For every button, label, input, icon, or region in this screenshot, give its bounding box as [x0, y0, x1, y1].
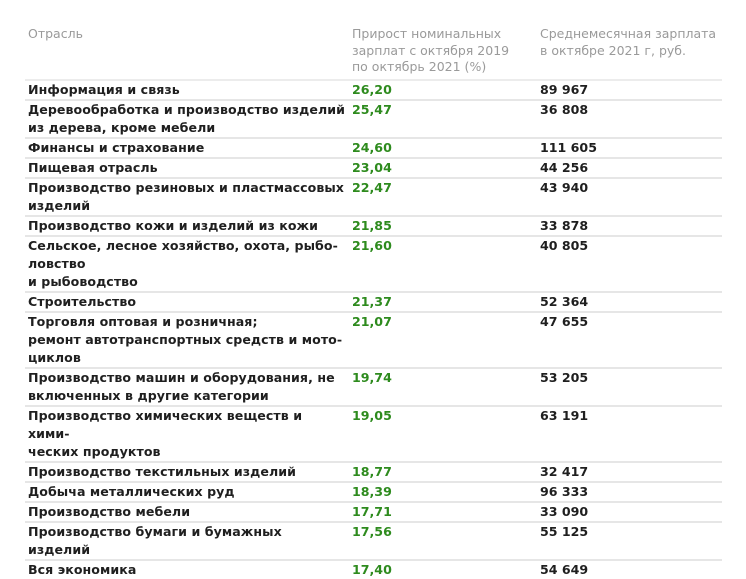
- cell-industry: Производство машин и оборудования, не вкл…: [25, 367, 347, 407]
- cell-growth-percent: 26,20: [347, 79, 535, 101]
- cell-growth-percent: 17,56: [347, 521, 535, 561]
- industry-text-line: Производство химических веществ и хими-: [28, 407, 303, 441]
- table-row: Добыча металлических руд 18,39 96 333: [25, 481, 722, 503]
- industry-text-line: ловство: [28, 255, 86, 271]
- industry-text-line: Сельское, лесное хозяйство, охота, рыбо-: [28, 237, 338, 253]
- cell-industry: Производство химических веществ и хими-ч…: [25, 405, 347, 463]
- cell-average-salary: 36 808: [535, 99, 722, 139]
- cell-industry: Вся экономика: [25, 560, 347, 579]
- cell-industry: Строительство: [25, 291, 347, 313]
- cell-growth-percent: 18,39: [347, 481, 535, 503]
- table-row: Финансы и страхование 24,60 111 605: [25, 137, 722, 159]
- cell-growth-percent: 23,04: [347, 157, 535, 179]
- cell-industry: Добыча металлических руд: [25, 481, 347, 503]
- industry-text-line: ческих продуктов: [28, 443, 161, 459]
- cell-industry: Производство текстильных изделий: [25, 461, 347, 483]
- cell-industry: Торговля оптовая и розничная; ремонт авто…: [25, 311, 347, 369]
- table-header: Отрасль Прирост номинальных зарплат с ок…: [25, 24, 722, 81]
- cell-growth-percent: 22,47: [347, 177, 535, 217]
- industry-text-line: Вся экономика: [28, 561, 137, 577]
- table-row: Производство кожи и изделий из кожи 21,85…: [25, 215, 722, 237]
- table-row: Деревообработка и производство изделий из…: [25, 99, 722, 139]
- industry-text-line: Пищевая отрасль: [28, 159, 158, 175]
- cell-industry: Финансы и страхование: [25, 137, 347, 159]
- header-growth: Прирост номинальных зарплат с октября 20…: [347, 24, 535, 81]
- cell-average-salary: 111 605: [535, 137, 722, 159]
- cell-growth-percent: 19,74: [347, 367, 535, 407]
- header-row: Отрасль Прирост номинальных зарплат с ок…: [25, 24, 722, 81]
- cell-average-salary: 89 967: [535, 79, 722, 101]
- table-row: Производство мебели 17,71 33 090: [25, 501, 722, 523]
- table-row: Вся экономика 17,40 54 649: [25, 560, 722, 579]
- industry-text-line: Торговля оптовая и розничная;: [28, 313, 258, 329]
- industry-text-line: Деревообработка и производство изделий: [28, 101, 345, 117]
- industry-text-line: Производство кожи и изделий из кожи: [28, 217, 319, 233]
- salary-growth-table: Отрасль Прирост номинальных зарплат с ок…: [25, 24, 722, 579]
- cell-industry: Производство резиновых и пластмассовых из…: [25, 177, 347, 217]
- industry-text-line: Добыча металлических руд: [28, 483, 235, 499]
- cell-average-salary: 52 364: [535, 291, 722, 313]
- table-row: Сельское, лесное хозяйство, охота, рыбо-…: [25, 235, 722, 293]
- industry-text-line: и рыбоводство: [28, 273, 138, 289]
- industry-text-line: Финансы и страхование: [28, 139, 205, 155]
- cell-industry: Информация и связь: [25, 79, 347, 101]
- cell-industry: Производство кожи и изделий из кожи: [25, 215, 347, 237]
- table-row: Производство химических веществ и хими-ч…: [25, 405, 722, 463]
- table-body: Информация и связь 26,20 89 967 Деревообраб…: [25, 79, 722, 579]
- cell-average-salary: 33 878: [535, 215, 722, 237]
- cell-growth-percent: 21,07: [347, 311, 535, 369]
- table-row: Производство резиновых и пластмассовых из…: [25, 177, 722, 217]
- table-row: Производство бумаги и бумажных изделий 17…: [25, 521, 722, 561]
- industry-text-line: из дерева, кроме мебели: [28, 119, 216, 135]
- salary-growth-table-container: Отрасль Прирост номинальных зарплат с ок…: [25, 24, 722, 579]
- cell-growth-percent: 25,47: [347, 99, 535, 139]
- cell-average-salary: 43 940: [535, 177, 722, 217]
- industry-text-line: изделий: [28, 197, 91, 213]
- header-industry: Отрасль: [25, 24, 347, 81]
- cell-industry: Пищевая отрасль: [25, 157, 347, 179]
- cell-average-salary: 63 191: [535, 405, 722, 463]
- industry-text-line: включенных в другие категории: [28, 387, 269, 403]
- industry-text-line: Производство машин и оборудования, не: [28, 369, 335, 385]
- cell-average-salary: 53 205: [535, 367, 722, 407]
- cell-average-salary: 40 805: [535, 235, 722, 293]
- cell-growth-percent: 21,60: [347, 235, 535, 293]
- cell-growth-percent: 17,71: [347, 501, 535, 523]
- cell-growth-percent: 18,77: [347, 461, 535, 483]
- cell-industry: Производство мебели: [25, 501, 347, 523]
- table-row: Производство машин и оборудования, не вкл…: [25, 367, 722, 407]
- cell-industry: Деревообработка и производство изделий из…: [25, 99, 347, 139]
- industry-text-line: Строительство: [28, 293, 137, 309]
- cell-growth-percent: 21,37: [347, 291, 535, 313]
- industry-text-line: циклов: [28, 349, 81, 365]
- table-row: Пищевая отрасль 23,04 44 256: [25, 157, 722, 179]
- industry-text-line: Производство бумаги и бумажных изделий: [28, 523, 282, 557]
- cell-growth-percent: 17,40: [352, 561, 392, 577]
- table-row: Информация и связь 26,20 89 967: [25, 79, 722, 101]
- table-row: Производство текстильных изделий 18,77 32 …: [25, 461, 722, 483]
- cell-growth-percent: 19,05: [347, 405, 535, 463]
- cell-average-salary: 54 649: [540, 561, 589, 577]
- cell-growth-percent: 24,60: [347, 137, 535, 159]
- industry-text-line: Производство текстильных изделий: [28, 463, 296, 479]
- cell-average-salary: 33 090: [535, 501, 722, 523]
- cell-growth-percent: 21,85: [347, 215, 535, 237]
- industry-text-line: ремонт автотранспортных средств и мото-: [28, 331, 343, 347]
- industry-text-line: Производство резиновых и пластмассовых: [28, 179, 344, 195]
- cell-average-salary: 96 333: [535, 481, 722, 503]
- cell-industry: Сельское, лесное хозяйство, охота, рыбо-…: [25, 235, 347, 293]
- industry-text-line: Информация и связь: [28, 81, 180, 97]
- header-salary: Среднемесячная зарплата в октябре 2021 г…: [535, 24, 722, 81]
- table-row: Строительство 21,37 52 364: [25, 291, 722, 313]
- table-row: Торговля оптовая и розничная; ремонт авто…: [25, 311, 722, 369]
- cell-average-salary: 55 125: [535, 521, 722, 561]
- cell-average-salary: 32 417: [535, 461, 722, 483]
- cell-industry: Производство бумаги и бумажных изделий: [25, 521, 347, 561]
- industry-text-line: Производство мебели: [28, 503, 191, 519]
- cell-average-salary: 47 655: [535, 311, 722, 369]
- cell-average-salary: 44 256: [535, 157, 722, 179]
